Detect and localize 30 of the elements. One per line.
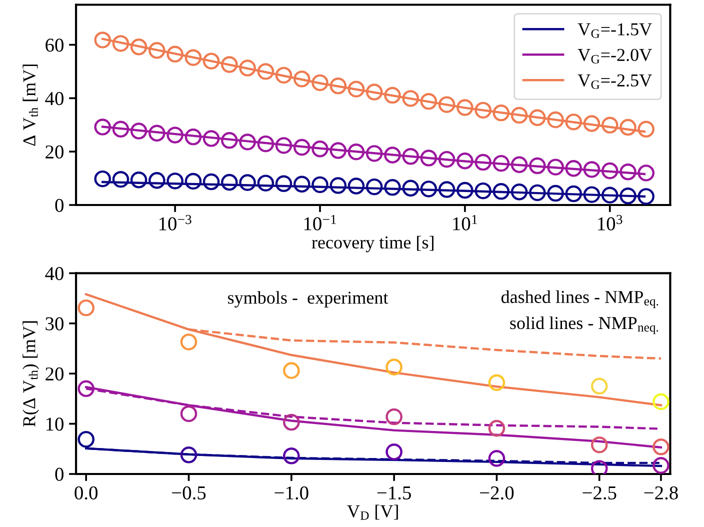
y-tick-label: 30 <box>46 317 64 330</box>
x-tick-label: −2.5 <box>582 486 616 500</box>
x-axis-title: recovery time [s] <box>312 236 434 252</box>
x-tick-label: −1.5 <box>377 486 411 500</box>
x-tick-label: 10$^{3}$ <box>598 214 622 230</box>
x-tick-label: 10$^{−3}$ <box>159 214 192 230</box>
x-tick-label: −2.8 <box>644 486 678 500</box>
y-tick-label: 40 <box>45 92 64 106</box>
x-tick-label: 0.0 <box>74 486 98 500</box>
x-tick-label: −2.0 <box>480 486 514 500</box>
legend-label: V$_{G}$=-2.0V <box>578 48 652 64</box>
y-axis-title: R(Δ V$_{th}$) [mV] <box>22 321 39 427</box>
x-tick-label: 10$^{−1}$ <box>304 214 336 230</box>
x-tick-label: −1.0 <box>274 486 308 500</box>
y-tick-label: 0 <box>55 198 64 212</box>
legend-label: V$_{G}$=-1.5V <box>578 23 652 38</box>
x-tick-label: −0.5 <box>172 486 206 500</box>
y-tick-label: 20 <box>46 367 64 381</box>
y-tick-label: 20 <box>46 145 64 159</box>
y-tick-label: 60 <box>46 38 64 52</box>
y-axis-title: Δ V$_{th}$ [mV] <box>22 64 38 146</box>
x-axis-title: V$_{D}$ [V] <box>347 504 398 520</box>
annotation: solid lines - NMP$_{neq.}$ <box>510 316 658 334</box>
annotation: dashed lines - NMP$_{eq.}$ <box>501 290 658 308</box>
y-tick-label: 40 <box>45 267 64 280</box>
x-tick-label: 10$^{1}$ <box>453 214 478 230</box>
legend-label: V$_{G}$=-2.5V <box>578 74 652 89</box>
y-tick-label: 10 <box>46 418 64 431</box>
annotation: symbols - experiment <box>228 291 388 308</box>
y-tick-label: 0 <box>55 468 64 481</box>
